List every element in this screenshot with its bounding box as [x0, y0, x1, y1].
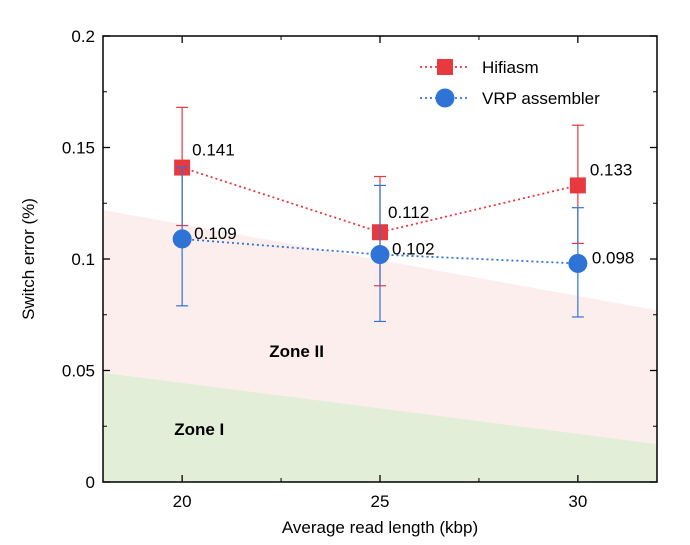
vrp-assembler-data-label: 0.098	[592, 248, 635, 267]
legend-hifiasm-marker	[437, 59, 453, 75]
vrp-assembler-data-label: 0.102	[392, 240, 435, 259]
y-tick-label: 0.15	[62, 139, 95, 158]
vrp-assembler-series-line	[182, 238, 578, 265]
y-axis-title: Switch error (%)	[19, 198, 38, 320]
hifiasm-point	[569, 177, 586, 194]
vrp-assembler-point	[568, 253, 588, 273]
x-axis-title: Average read length (kbp)	[282, 518, 478, 537]
legend-vrp-assembler-label: VRP assembler	[482, 89, 600, 108]
hifiasm-data-label: 0.112	[388, 203, 429, 222]
vrp-assembler-point	[370, 245, 390, 265]
zone-i-region	[103, 372, 657, 482]
x-tick-label: 20	[173, 492, 192, 511]
legend-vrp-assembler-marker	[435, 88, 455, 108]
x-tick-label: 30	[568, 492, 587, 511]
hifiasm-data-label: 0.141	[192, 141, 235, 160]
y-tick-label: 0.05	[62, 362, 95, 381]
hifiasm-data-label: 0.133	[590, 160, 633, 179]
y-tick-label: 0.2	[71, 27, 95, 46]
vrp-assembler-data-label: 0.109	[194, 224, 237, 243]
zone-i-label: Zone I	[174, 420, 224, 439]
y-tick-label: 0	[86, 473, 95, 492]
x-tick-label: 25	[371, 492, 390, 511]
vrp-assembler-point	[172, 229, 192, 249]
legend-hifiasm-label: Hifiasm	[482, 58, 539, 77]
zone-ii-label: Zone II	[269, 342, 324, 361]
y-tick-label: 0.1	[71, 250, 95, 269]
